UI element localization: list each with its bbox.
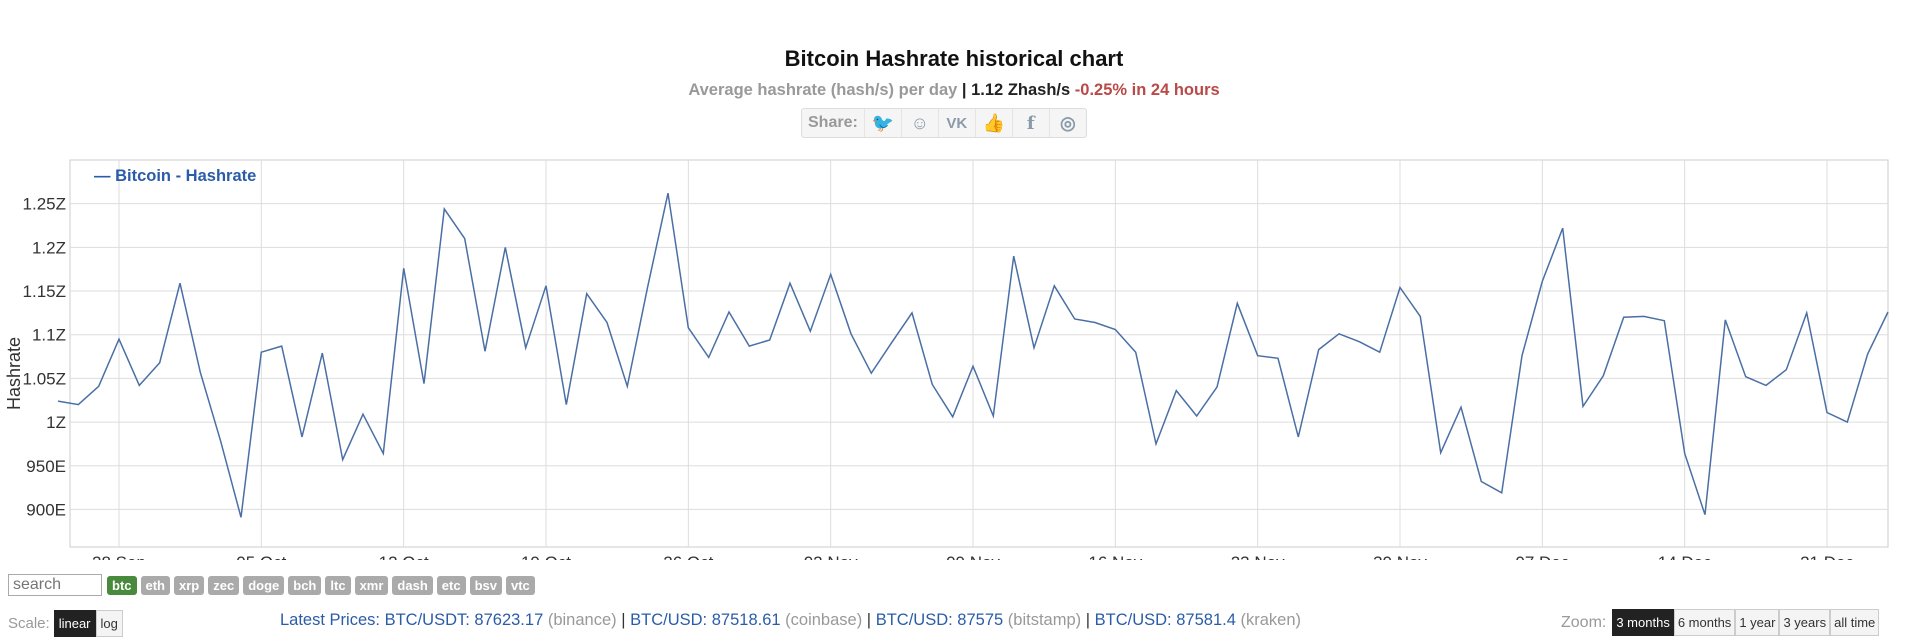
coin-list: btc eth xrp zec doge bch ltc xmr dash etc bsv vtc: [107, 575, 539, 595]
coin-vtc-button[interactable]: vtc: [505, 575, 535, 595]
x-tick-label: 23 Nov: [1231, 553, 1285, 560]
x-tick-label: 09 Nov: [946, 553, 1000, 560]
x-tick-label: 16 Nov: [1088, 553, 1142, 560]
y-tick-label: 1.2Z: [32, 238, 66, 257]
coin-bsv-button[interactable]: bsv: [469, 575, 502, 595]
zoom-label: Zoom:: [1561, 613, 1607, 631]
zoom-selector: Zoom: 3 months 6 months 1 year 3 years all t…: [1561, 609, 1880, 636]
vk-icon[interactable]: VK: [937, 109, 975, 137]
coin-xrp-button[interactable]: xrp: [174, 575, 205, 595]
zoom-all-time-button[interactable]: all time: [1830, 609, 1880, 636]
x-tick-label: 02 Nov: [804, 553, 858, 560]
legend-item[interactable]: — Bitcoin - Hashrate: [94, 167, 257, 185]
x-tick-label: 12 Oct: [379, 553, 429, 560]
scale-log-button[interactable]: log: [95, 610, 123, 637]
x-tick-label: 05 Oct: [236, 553, 286, 560]
reddit-icon[interactable]: ☺: [900, 109, 938, 137]
zoom-1-year-button[interactable]: 1 year: [1735, 609, 1780, 636]
x-tick-label: 26 Oct: [663, 553, 713, 560]
coin-btc-button[interactable]: btc: [107, 575, 137, 595]
zoom-3-years-button[interactable]: 3 years: [1779, 609, 1831, 636]
coin-xmr-button[interactable]: xmr: [354, 575, 389, 595]
price-bitstamp: BTC/USD: 87575 (bitstamp): [875, 611, 1082, 629]
coin-etc-button[interactable]: etc: [436, 575, 466, 595]
plot-frame: [69, 159, 1889, 548]
coin-doge-button[interactable]: doge: [243, 575, 285, 595]
x-tick-label: 19 Oct: [521, 553, 571, 560]
like-icon[interactable]: 👍: [974, 109, 1012, 137]
coin-eth-button[interactable]: eth: [140, 575, 170, 595]
weibo-icon[interactable]: ◎: [1048, 109, 1086, 137]
coin-dash-button[interactable]: dash: [392, 575, 433, 595]
y-tick-label: 900E: [26, 500, 66, 519]
y-tick-label: 1.1Z: [32, 326, 66, 345]
latest-prices: Latest Prices: BTC/USDT: 87623.17 (binan…: [280, 611, 1301, 629]
zoom-list: 3 months 6 months 1 year 3 years all time: [1612, 609, 1880, 636]
share-label: Share:: [808, 114, 858, 131]
zoom-3-months-button[interactable]: 3 months: [1612, 609, 1674, 636]
scale-label: Scale:: [8, 615, 50, 632]
x-tick-label: 28 Sep: [92, 553, 146, 560]
chart-subtitle: Average hashrate (hash/s) per day | 1.12…: [688, 81, 1220, 99]
x-tick-label: 30 Nov: [1373, 553, 1427, 560]
price-coinbase: BTC/USD: 87518.61 (coinbase): [630, 611, 863, 629]
hashrate-chart[interactable]: 900E 950E 1Z 1.05Z 1.1Z 1.15Z 1.2Z 1.25Z 28 Sep 0…: [0, 150, 1908, 560]
y-tick-label: 950E: [26, 457, 66, 476]
x-tick-label: 14 Dec: [1658, 553, 1712, 560]
price-kraken: BTC/USD: 87581.4 (kraken): [1094, 611, 1301, 629]
y-tick-label: 1.15Z: [23, 282, 66, 301]
subtitle-label: Average hashrate (hash/s) per day: [688, 81, 958, 99]
hashrate-change: -0.25% in 24 hours: [1074, 81, 1220, 99]
chart-title: Bitcoin Hashrate historical chart: [784, 46, 1124, 71]
y-tick-label: 1Z: [46, 413, 66, 432]
y-tick-label: 1.25Z: [23, 195, 66, 214]
current-hashrate: 1.12 Zhash/s: [971, 81, 1071, 99]
hashrate-series-line[interactable]: [57, 193, 1889, 518]
x-tick-label: 07 Dec: [1515, 553, 1569, 560]
price-binance: BTC/USDT: 87623.17 (binance): [384, 611, 617, 629]
y-axis-label: Hashrate: [4, 337, 24, 410]
twitter-icon[interactable]: 🐦: [863, 109, 901, 137]
scale-linear-button[interactable]: linear: [53, 610, 96, 637]
legend-label: Bitcoin - Hashrate: [115, 167, 257, 185]
scale-selector: Scale: linear log: [8, 610, 123, 637]
prices-label: Latest Prices:: [280, 611, 380, 629]
y-tick-label: 1.05Z: [23, 369, 66, 388]
coin-zec-button[interactable]: zec: [208, 575, 240, 595]
coin-ltc-button[interactable]: ltc: [325, 575, 351, 595]
coin-bch-button[interactable]: bch: [288, 575, 322, 595]
x-tick-label: 21 Dec: [1800, 553, 1854, 560]
search-input[interactable]: [8, 574, 102, 596]
chart-header: Bitcoin Hashrate historical chart Averag…: [0, 0, 1908, 150]
share-bar: Share: 🐦 ☺ VK 👍 f ◎: [801, 108, 1087, 138]
zoom-6-months-button[interactable]: 6 months: [1673, 609, 1736, 636]
facebook-icon[interactable]: f: [1011, 109, 1049, 137]
